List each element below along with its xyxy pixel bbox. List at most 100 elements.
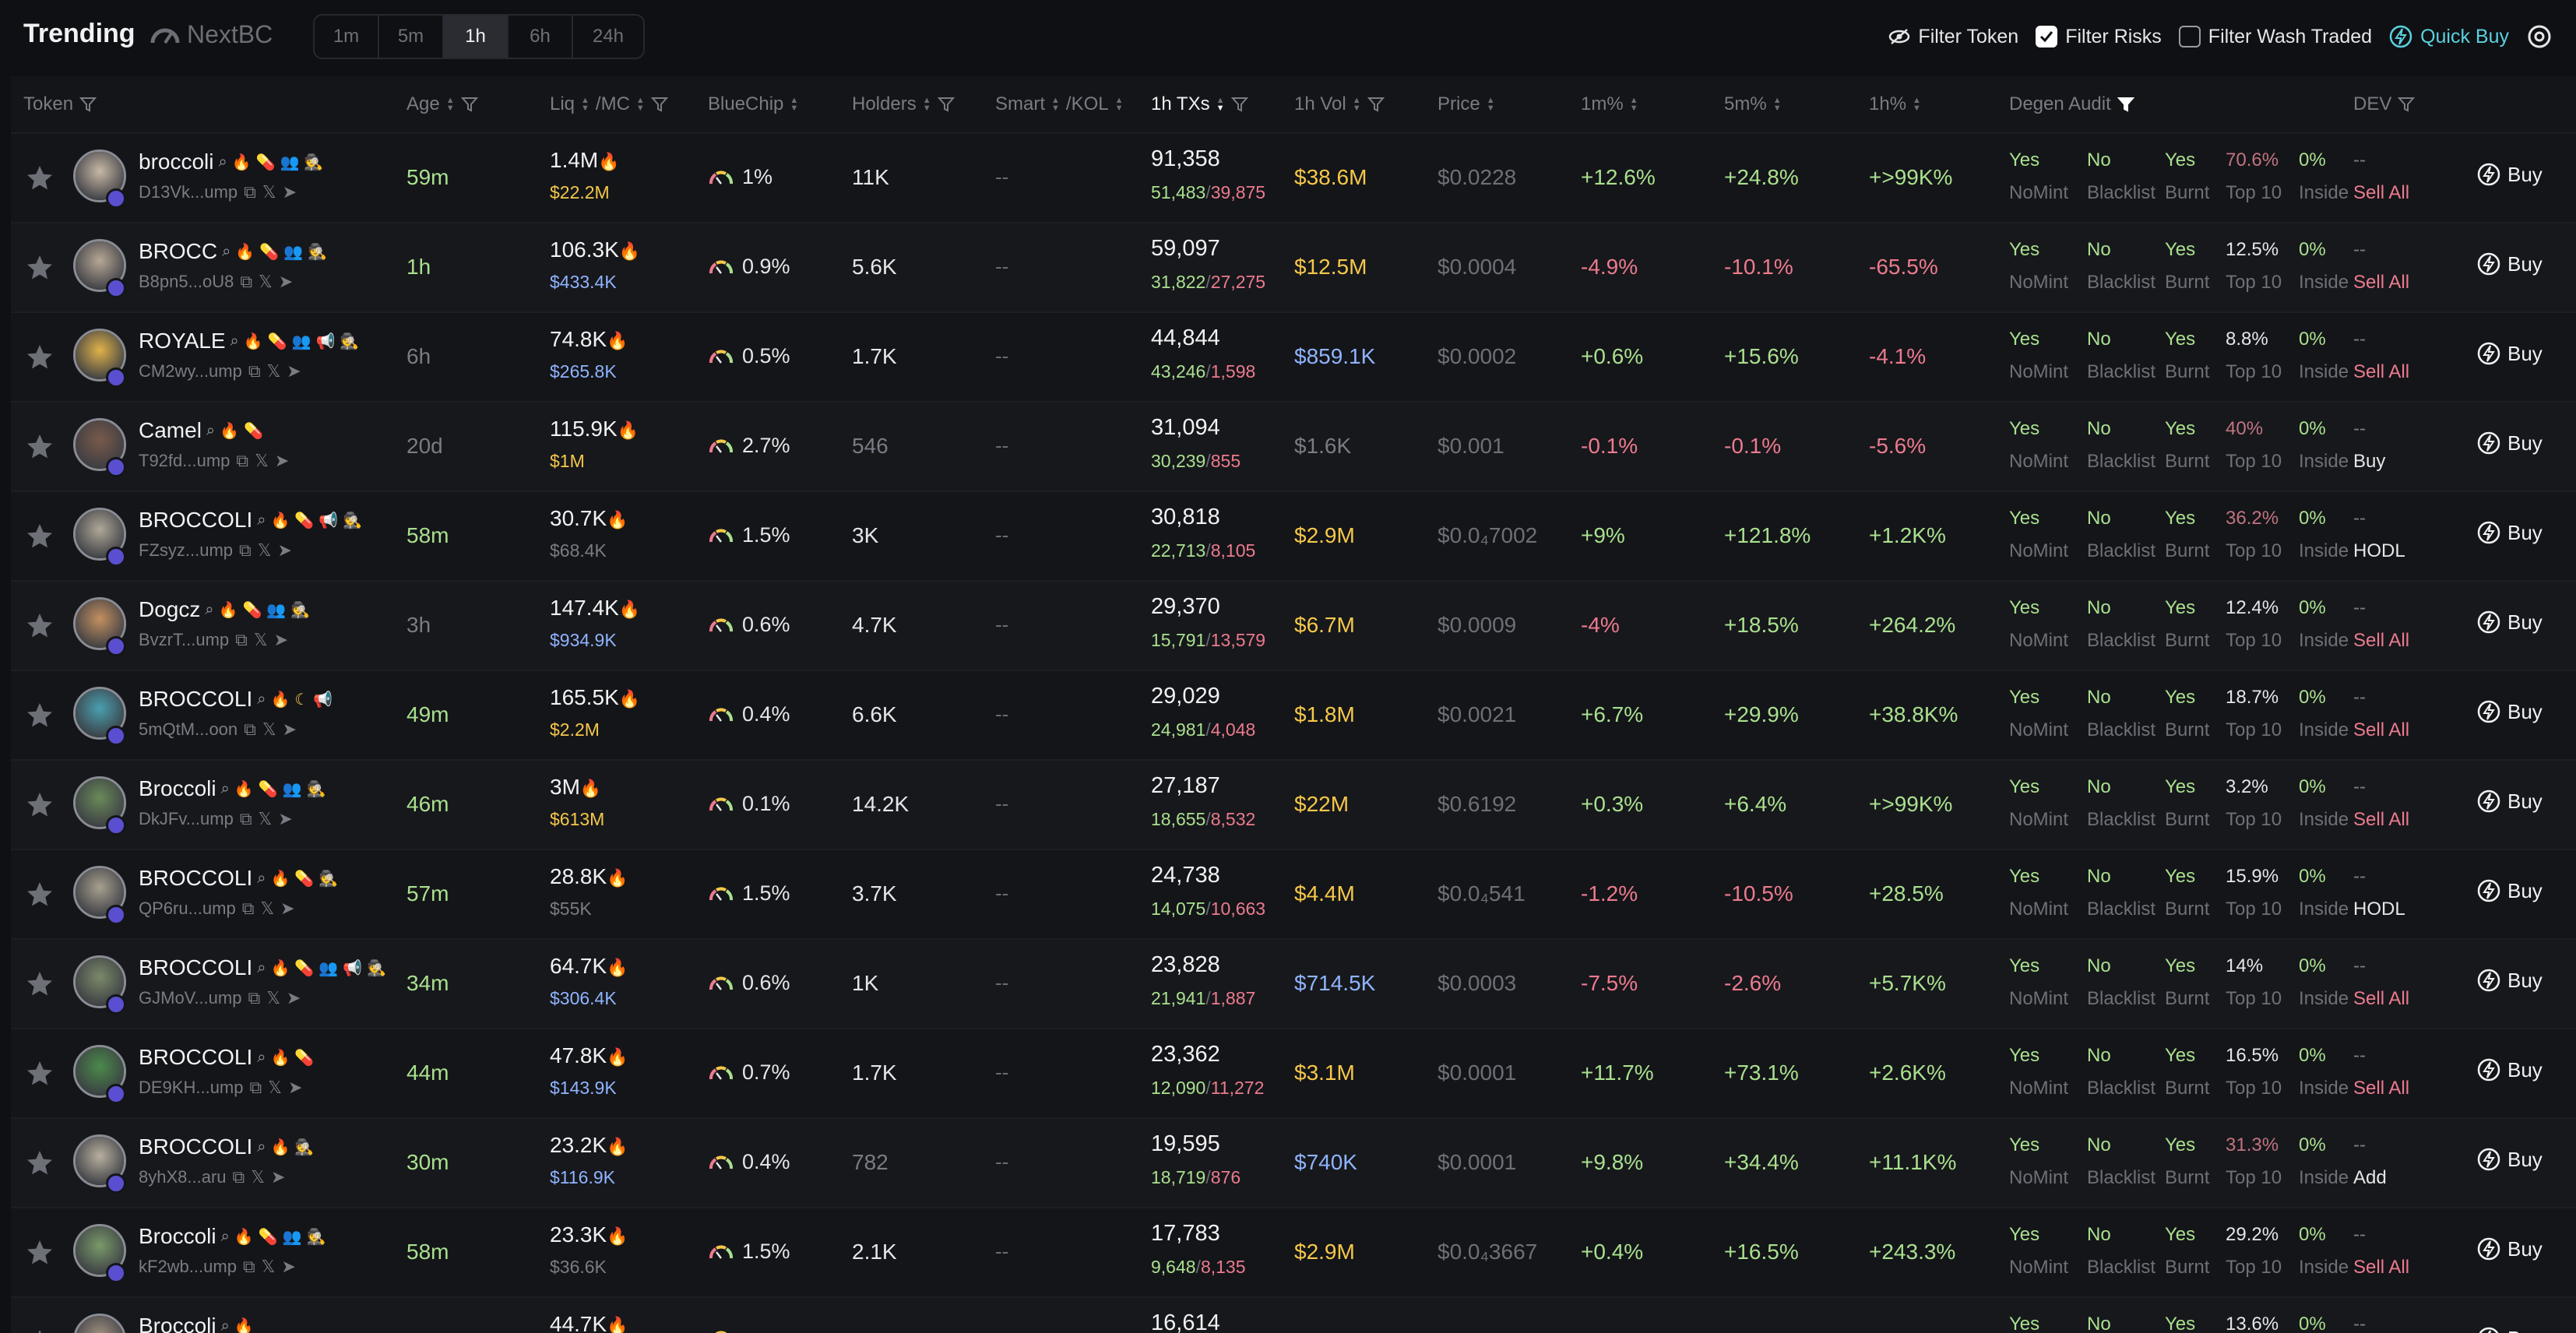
copy-icon[interactable]: ⧉ (232, 1167, 245, 1187)
star-icon[interactable] (25, 790, 55, 820)
buy-button[interactable]: Buy (2476, 162, 2543, 187)
telegram-icon[interactable]: ➤ (281, 1257, 296, 1276)
star-icon[interactable] (25, 880, 55, 909)
col-token[interactable]: Token (23, 93, 97, 115)
copy-icon[interactable]: ⧉ (239, 540, 252, 560)
token-name[interactable]: ROYALE ⌕ 🔥 💊 👥 📢 🕵 (139, 329, 359, 353)
token-name[interactable]: Broccoli ⌕ 🔥 (139, 1314, 254, 1333)
filter-icon[interactable] (1367, 96, 1385, 113)
x-icon[interactable]: 𝕏 (255, 451, 269, 470)
col-dev[interactable]: DEV (2353, 93, 2416, 115)
col-vol[interactable]: 1h Vol ▲ ▼ (1294, 93, 1385, 115)
copy-icon[interactable]: ⧉ (236, 451, 249, 470)
table-row[interactable]: BROCC ⌕ 🔥 💊 👥 🕵 B8pn5...oU8 ⧉ 𝕏 ➤ 1h 106.3K🔥 $43… (11, 222, 2576, 311)
col-1m[interactable]: 1m% ▲ ▼ (1581, 93, 1638, 115)
tab-5m[interactable]: 5m (379, 16, 444, 58)
star-icon[interactable] (25, 164, 55, 193)
telegram-icon[interactable]: ➤ (287, 361, 301, 381)
token-address[interactable]: GJMoV...ump ⧉ 𝕏 ➤ (139, 988, 301, 1008)
checkbox-icon[interactable] (2178, 26, 2201, 47)
telegram-icon[interactable]: ➤ (274, 451, 290, 470)
table-row[interactable]: Broccoli ⌕ 🔥 💊 👥 🕵 kF2wb...ump ⧉ 𝕏 ➤ 58m 23.3K🔥 … (11, 1207, 2576, 1296)
col-holders[interactable]: Holders ▲ ▼ (852, 93, 955, 115)
x-icon[interactable]: 𝕏 (259, 272, 273, 291)
filter-icon[interactable] (460, 96, 478, 113)
table-row[interactable]: BROCCOLI ⌕ 🔥 💊 DE9KH...ump ⧉ 𝕏 ➤ 44m 47.8K🔥 $1… (11, 1028, 2576, 1117)
copy-icon[interactable]: ⧉ (249, 1078, 262, 1097)
token-address[interactable]: FZsyz...ump ⧉ 𝕏 ➤ (139, 540, 292, 561)
copy-icon[interactable]: ⧉ (241, 899, 255, 918)
avatar[interactable] (73, 1314, 126, 1333)
token-name[interactable]: BROCCOLI ⌕ 🔥 💊 📢 🕵 (139, 508, 362, 533)
token-address[interactable]: T92fd...ump ⧉ 𝕏 ➤ (139, 451, 289, 471)
token-name[interactable]: broccoli ⌕ 🔥 💊 👥 🕵 (139, 149, 323, 174)
telegram-icon[interactable]: ➤ (287, 1078, 303, 1097)
telegram-icon[interactable]: ➤ (270, 1167, 286, 1187)
telegram-icon[interactable]: ➤ (278, 272, 294, 291)
token-address[interactable]: 8yhX8...aru ⧉ 𝕏 ➤ (139, 1167, 285, 1187)
x-icon[interactable]: 𝕏 (266, 361, 281, 381)
telegram-icon[interactable]: ➤ (280, 899, 295, 918)
sort-icon[interactable]: ▲ ▼ (1352, 96, 1361, 113)
buy-button[interactable]: Buy (2476, 1236, 2543, 1261)
buy-button[interactable]: Buy (2476, 610, 2543, 635)
telegram-icon[interactable]: ➤ (273, 630, 289, 649)
avatar[interactable] (73, 418, 126, 471)
copy-icon[interactable]: ⧉ (244, 719, 256, 739)
tab-6h[interactable]: 6h (509, 16, 573, 58)
buy-button[interactable]: Buy (2476, 520, 2543, 545)
x-icon[interactable]: 𝕏 (268, 1078, 282, 1097)
copy-icon[interactable]: ⧉ (240, 272, 253, 291)
copy-icon[interactable]: ⧉ (242, 1257, 255, 1276)
x-icon[interactable]: 𝕏 (261, 1257, 276, 1276)
avatar[interactable] (73, 149, 126, 202)
token-address[interactable]: DkJFv...ump ⧉ 𝕏 ➤ (139, 809, 293, 829)
sort-icon[interactable]: ▲ ▼ (1629, 96, 1638, 113)
copy-icon[interactable]: ⧉ (239, 809, 252, 828)
token-address[interactable]: D13Vk...ump ⧉ 𝕏 ➤ (139, 182, 297, 202)
copy-icon[interactable]: ⧉ (248, 361, 261, 381)
col-audit[interactable]: Degen Audit (2009, 93, 2134, 115)
star-icon[interactable] (25, 522, 55, 551)
buy-button[interactable]: Buy (2476, 341, 2543, 366)
token-address[interactable]: CM2wy...ump ⧉ 𝕏 ➤ (139, 361, 301, 382)
x-icon[interactable]: 𝕏 (258, 809, 273, 828)
star-icon[interactable] (25, 1238, 55, 1268)
tab-1h[interactable]: 1h (444, 16, 509, 58)
table-row[interactable]: ROYALE ⌕ 🔥 💊 👥 📢 🕵 CM2wy...ump ⧉ 𝕏 ➤ 6h 74.8K🔥 $2… (11, 311, 2576, 401)
col-5m[interactable]: 5m% ▲ ▼ (1724, 93, 1782, 115)
token-name[interactable]: Dogcz ⌕ 🔥 💊 👥 🕵 (139, 597, 310, 622)
token-name[interactable]: BROCCOLI ⌕ 🔥 💊 🕵 (139, 866, 338, 891)
col-txs[interactable]: 1h TXs ▲ ▼ (1151, 93, 1248, 115)
filter-wash-toggle[interactable]: Filter Wash Traded (2178, 26, 2372, 48)
star-icon[interactable] (25, 343, 55, 372)
token-address[interactable]: DE9KH...ump ⧉ 𝕏 ➤ (139, 1078, 302, 1098)
token-name[interactable]: BROCC ⌕ 🔥 💊 👥 🕵 (139, 239, 327, 264)
token-name[interactable]: BROCCOLI ⌕ 🔥 ☾ 📢 (139, 687, 333, 712)
col-smart-kol[interactable]: Smart ▲ ▼ /KOL ▲ ▼ (995, 93, 1124, 115)
sort-desc-icon[interactable]: ▲ ▼ (1216, 96, 1225, 113)
filter-icon[interactable] (1230, 96, 1248, 113)
token-address[interactable]: 5mQtM...oon ⧉ 𝕏 ➤ (139, 719, 297, 740)
filter-risks-toggle[interactable]: Filter Risks (2036, 26, 2162, 48)
quick-buy-button[interactable]: Quick Buy (2389, 25, 2509, 48)
sort-icon[interactable]: ▲ ▼ (1913, 96, 1921, 113)
star-icon[interactable] (25, 1059, 55, 1089)
token-name[interactable]: BROCCOLI ⌕ 🔥 💊 (139, 1045, 314, 1070)
table-row[interactable]: BROCCOLI ⌕ 🔥 🕵 8yhX8...aru ⧉ 𝕏 ➤ 30m 23.2K🔥 $1… (11, 1117, 2576, 1207)
sort-icon[interactable]: ▲ ▼ (1051, 96, 1060, 113)
filter-icon[interactable] (79, 96, 97, 113)
filter-icon[interactable] (650, 96, 668, 113)
token-address[interactable]: kF2wb...ump ⧉ 𝕏 ➤ (139, 1257, 296, 1277)
sort-icon[interactable]: ▲ ▼ (581, 96, 589, 113)
table-row[interactable]: BROCCOLI ⌕ 🔥 💊 📢 🕵 FZsyz...ump ⧉ 𝕏 ➤ 58m 30.7K🔥 … (11, 491, 2576, 580)
sort-icon[interactable]: ▲ ▼ (790, 96, 799, 113)
buy-button[interactable]: Buy (2476, 878, 2543, 903)
filter-token-button[interactable]: Filter Token (1888, 26, 2018, 48)
buy-button[interactable]: Buy (2476, 1147, 2543, 1172)
buy-button[interactable]: Buy (2476, 699, 2543, 724)
table-row[interactable]: Broccoli⌕🔥 ⧉𝕏➤ 44.7K🔥 16,614 / Yes No Ye… (11, 1296, 2576, 1333)
token-address[interactable]: BvzrT...ump ⧉ 𝕏 ➤ (139, 630, 288, 650)
sort-icon[interactable]: ▲ ▼ (445, 96, 455, 113)
tab-24h[interactable]: 24h (592, 26, 625, 47)
